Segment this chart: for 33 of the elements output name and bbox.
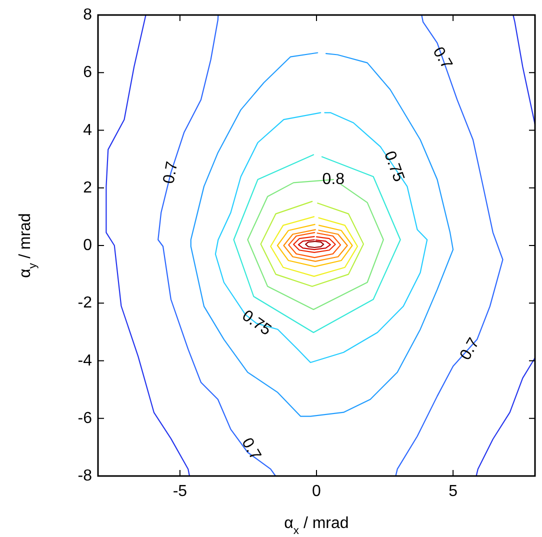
line-series [283,229,348,262]
line-series [293,236,336,253]
annotation: 0.7 [429,44,456,72]
line-series [270,216,358,277]
y-tick-label: 4 [83,122,92,139]
line-series [305,240,324,248]
x-axis-title: α$_{x}$ / mrad [284,515,349,537]
y-tick-label: -4 [78,352,92,370]
annotation: 0.75 [238,307,274,340]
x-tick-label: 5 [448,483,458,500]
line-series [214,112,428,364]
line-series [106,15,190,476]
line-series [158,15,276,476]
line-series [298,239,331,250]
y-tick-label: 8 [83,6,92,24]
line-series [288,232,342,258]
y-tick-label: 6 [83,64,92,82]
x-tick-label: -5 [172,483,188,500]
line-series [512,15,535,126]
annotation: 0.8 [322,171,345,188]
y-tick-label: -6 [78,410,92,427]
line-series [260,200,364,287]
y-tick-label: 2 [83,179,92,196]
x-tick-label: 0 [312,483,322,500]
annotation: 0.7 [160,160,182,186]
y-tick-label: -8 [78,468,92,484]
annotation: 0.75 [380,149,408,184]
line-series [476,357,535,476]
y-tick-label: 0 [83,237,92,254]
annotation: 0.7 [238,435,264,464]
y-tick-label: -2 [78,294,92,312]
annotation: 0.7 [457,335,483,364]
line-series [276,224,353,268]
